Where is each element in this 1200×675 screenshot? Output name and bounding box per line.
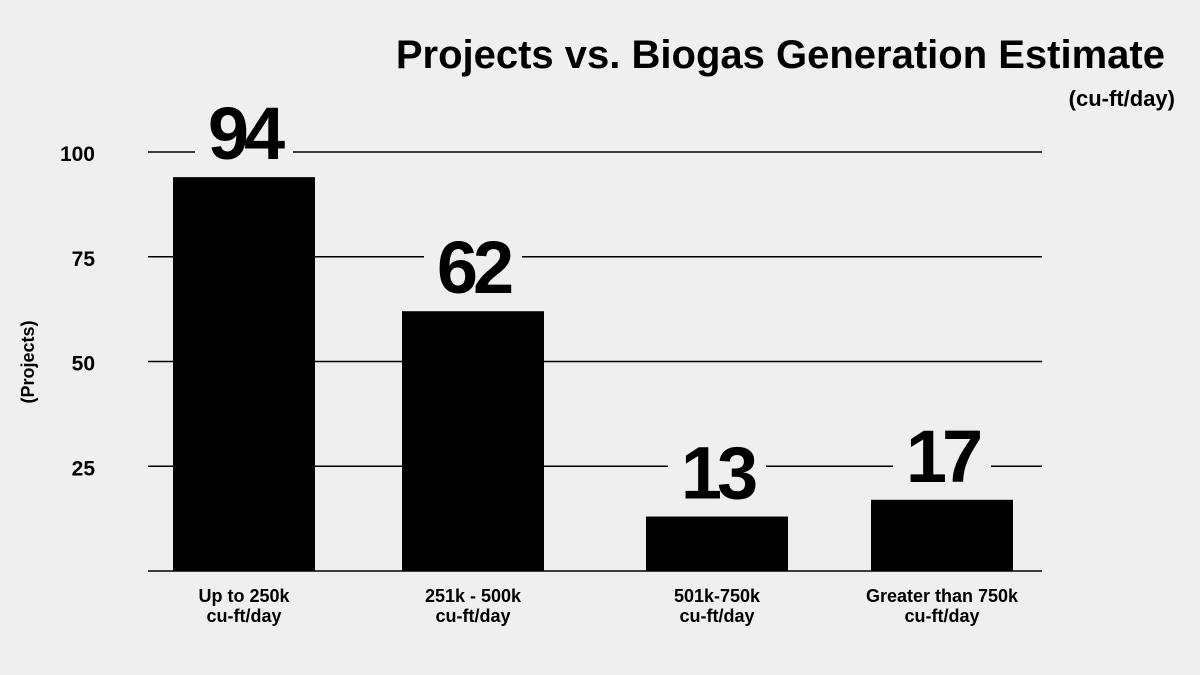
data-label: 17 bbox=[906, 415, 980, 498]
chart-subtitle: (cu-ft/day) bbox=[1069, 86, 1175, 111]
data-labels: 94 62 13 17 bbox=[195, 92, 991, 515]
bar bbox=[646, 516, 788, 571]
x-tick-label: cu-ft/day bbox=[206, 606, 281, 626]
data-label-group: 62 bbox=[424, 226, 522, 309]
x-tick-label: 501k-750k bbox=[674, 586, 761, 606]
y-tick-label: 25 bbox=[72, 457, 96, 480]
data-label: 62 bbox=[437, 226, 512, 309]
bar bbox=[173, 177, 315, 571]
y-tick-labels: 25 50 75 100 bbox=[60, 143, 95, 480]
chart-title: Projects vs. Biogas Generation Estimate bbox=[396, 33, 1165, 77]
data-label: 13 bbox=[681, 432, 756, 515]
y-axis-label: (Projects) bbox=[18, 320, 38, 403]
x-tick-label: cu-ft/day bbox=[679, 606, 754, 626]
y-tick-label: 100 bbox=[60, 143, 95, 166]
data-label-background bbox=[893, 431, 991, 488]
data-label-background bbox=[195, 109, 293, 166]
data-label-group: 13 bbox=[668, 432, 766, 515]
x-tick-label: cu-ft/day bbox=[435, 606, 510, 626]
data-label: 94 bbox=[208, 92, 285, 175]
x-tick-label: Up to 250k bbox=[198, 586, 290, 606]
bars bbox=[173, 177, 1013, 571]
y-tick-label: 50 bbox=[72, 353, 95, 376]
data-label-group: 94 bbox=[195, 92, 293, 175]
y-tick-label: 75 bbox=[72, 248, 96, 271]
data-label-background bbox=[424, 243, 522, 300]
x-tick-label: Greater than 750k bbox=[866, 586, 1019, 606]
bar bbox=[402, 311, 544, 571]
data-label-group: 17 bbox=[893, 415, 991, 498]
x-tick-label: cu-ft/day bbox=[904, 606, 979, 626]
data-label-background bbox=[668, 448, 766, 505]
bar bbox=[871, 499, 1013, 571]
x-tick-label: 251k - 500k bbox=[425, 586, 522, 606]
